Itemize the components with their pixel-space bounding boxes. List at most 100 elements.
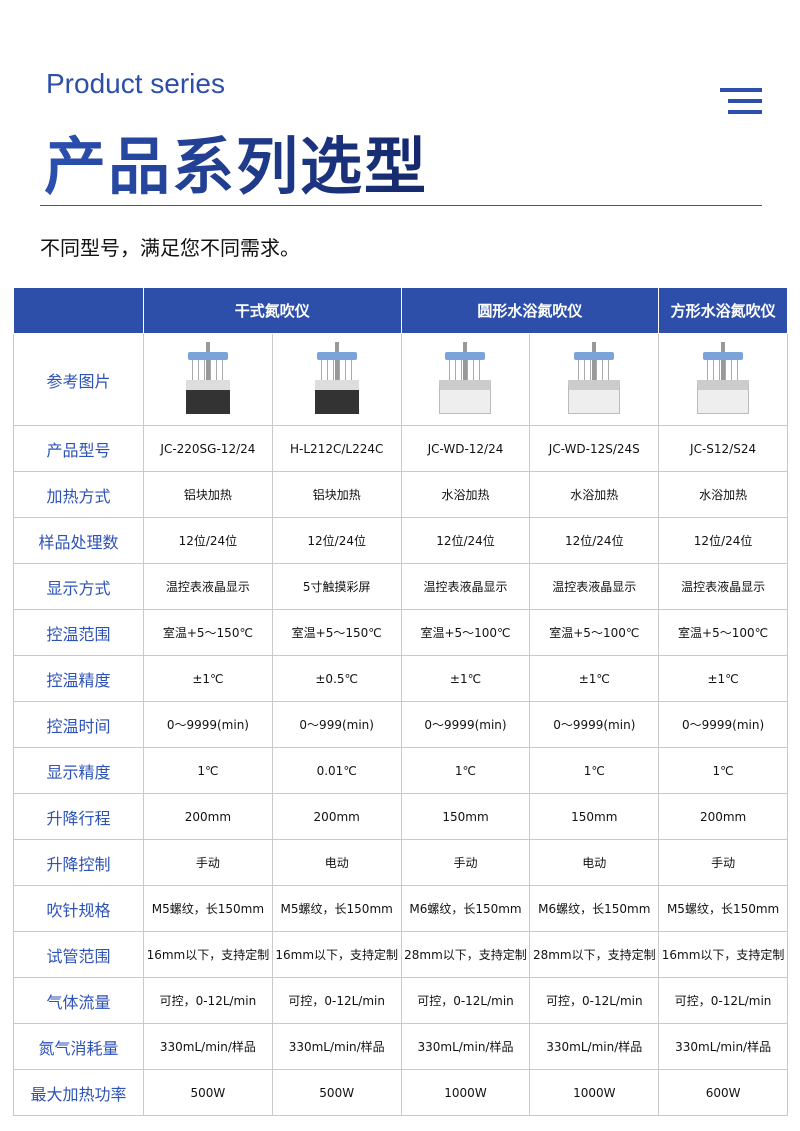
table-cell: 温控表液晶显示 [143,563,273,610]
row-label: 试管范围 [13,931,144,978]
table-cell: 电动 [271,839,402,886]
table-cell: 1℃ [658,747,788,794]
table-cell: 室温+5～100℃ [529,609,660,656]
table-cell: H-L212C/L224C [271,425,402,472]
row-label: 最大加热功率 [13,1069,144,1116]
table-cell: 150mm [529,793,660,840]
table-cell: 200mm [143,793,273,840]
tagline: 不同型号，满足您不同需求。 [40,236,300,260]
table-header-row: 干式氮吹仪 圆形水浴氮吹仪 方形水浴氮吹仪 [13,287,788,334]
table-cell: M5螺纹，长150mm [271,885,402,932]
table-cell: 330mL/min/样品 [271,1023,402,1070]
product-image-cell [143,333,273,426]
table-row: 加热方式 铝块加热 铝块加热 水浴加热 水浴加热 水浴加热 [13,471,788,518]
table-cell: 330mL/min/样品 [529,1023,660,1070]
table-row: 产品型号 JC-220SG-12/24 H-L212C/L224C JC-WD-12/… [13,425,788,472]
table-cell: 水浴加热 [400,471,531,518]
row-label: 控温精度 [13,655,144,702]
table-cell: 手动 [143,839,273,886]
table-cell: M6螺纹，长150mm [400,885,531,932]
row-label: 产品型号 [13,425,144,472]
table-cell: 电动 [529,839,660,886]
product-comparison-table: 干式氮吹仪 圆形水浴氮吹仪 方形水浴氮吹仪 参考图片 产品型号 JC-220SG-12/2… [13,287,788,1116]
row-label: 吹针规格 [13,885,144,932]
table-cell: 12位/24位 [271,517,402,564]
table-cell: 1000W [400,1069,531,1116]
table-row: 显示精度 1℃ 0.01℃ 1℃ 1℃ 1℃ [13,747,788,794]
table-row: 试管范围 16mm以下，支持定制 16mm以下，支持定制 28mm以下，支持定制 28m… [13,931,788,978]
table-cell: 28mm以下，支持定制 [400,931,531,978]
product-image-cell [271,333,402,426]
group-header: 方形水浴氮吹仪 [658,287,788,334]
table-cell: 室温+5～150℃ [143,609,273,656]
row-label: 加热方式 [13,471,144,518]
table-cell: 28mm以下，支持定制 [529,931,660,978]
table-cell: 1000W [529,1069,660,1116]
table-row: 控温精度 ±1℃ ±0.5℃ ±1℃ ±1℃ ±1℃ [13,655,788,702]
table-cell: 温控表液晶显示 [529,563,660,610]
product-image [435,338,495,418]
product-image-cell [529,333,660,426]
table-cell: 0.01℃ [271,747,402,794]
product-image-cell [400,333,531,426]
table-row: 最大加热功率 500W 500W 1000W 1000W 600W [13,1069,788,1116]
table-row: 控温范围 室温+5～150℃ 室温+5～150℃ 室温+5～100℃ 室温+5～100℃… [13,609,788,656]
table-cell: 5寸触摸彩屏 [271,563,402,610]
group-header: 圆形水浴氮吹仪 [400,287,660,334]
table-cell: 铝块加热 [143,471,273,518]
image-row: 参考图片 [13,333,788,426]
table-cell: 手动 [658,839,788,886]
table-cell: 600W [658,1069,788,1116]
table-cell: 0～9999(min) [529,701,660,748]
table-cell: M5螺纹，长150mm [143,885,273,932]
row-label: 控温范围 [13,609,144,656]
table-row: 样品处理数 12位/24位 12位/24位 12位/24位 12位/24位 12位/24位 [13,517,788,564]
menu-lines-icon[interactable] [720,88,762,114]
table-cell: ±1℃ [400,655,531,702]
table-cell: 可控，0-12L/min [529,977,660,1024]
row-label: 升降行程 [13,793,144,840]
table-row: 吹针规格 M5螺纹，长150mm M5螺纹，长150mm M6螺纹，长150mm M6螺… [13,885,788,932]
table-cell: ±1℃ [658,655,788,702]
table-cell: 水浴加热 [658,471,788,518]
table-cell: 500W [143,1069,273,1116]
table-cell: 200mm [658,793,788,840]
table-cell: 1℃ [529,747,660,794]
table-cell: ±1℃ [529,655,660,702]
table-cell: JC-220SG-12/24 [143,425,273,472]
row-label: 升降控制 [13,839,144,886]
table-cell: 0～999(min) [271,701,402,748]
product-image-cell [658,333,788,426]
table-cell: JC-WD-12S/24S [529,425,660,472]
table-cell: 水浴加热 [529,471,660,518]
table-cell: 1℃ [400,747,531,794]
product-image [693,338,753,418]
table-cell: 温控表液晶显示 [400,563,531,610]
table-row: 升降行程 200mm 200mm 150mm 150mm 200mm [13,793,788,840]
table-cell: ±0.5℃ [271,655,402,702]
table-cell: M5螺纹，长150mm [658,885,788,932]
table-cell: JC-WD-12/24 [400,425,531,472]
row-label: 气体流量 [13,977,144,1024]
table-cell: 12位/24位 [658,517,788,564]
product-image [178,338,238,418]
table-cell: 16mm以下，支持定制 [658,931,788,978]
table-cell: 330mL/min/样品 [658,1023,788,1070]
subtitle-en: Product series [46,68,225,99]
table-row: 显示方式 温控表液晶显示 5寸触摸彩屏 温控表液晶显示 温控表液晶显示 温控表液晶显示 [13,563,788,610]
table-row: 升降控制 手动 电动 手动 电动 手动 [13,839,788,886]
table-cell: 0～9999(min) [658,701,788,748]
table-cell: 200mm [271,793,402,840]
row-label: 氮气消耗量 [13,1023,144,1070]
table-cell: 手动 [400,839,531,886]
table-cell: 1℃ [143,747,273,794]
table-row: 氮气消耗量 330mL/min/样品 330mL/min/样品 330mL/min/样… [13,1023,788,1070]
table-cell: 室温+5～150℃ [271,609,402,656]
table-cell: 温控表液晶显示 [658,563,788,610]
table-cell: 铝块加热 [271,471,402,518]
page-title: 产品系列选型 [44,116,428,206]
table-cell: 500W [271,1069,402,1116]
table-cell: 12位/24位 [400,517,531,564]
table-cell: M6螺纹，长150mm [529,885,660,932]
row-label: 控温时间 [13,701,144,748]
